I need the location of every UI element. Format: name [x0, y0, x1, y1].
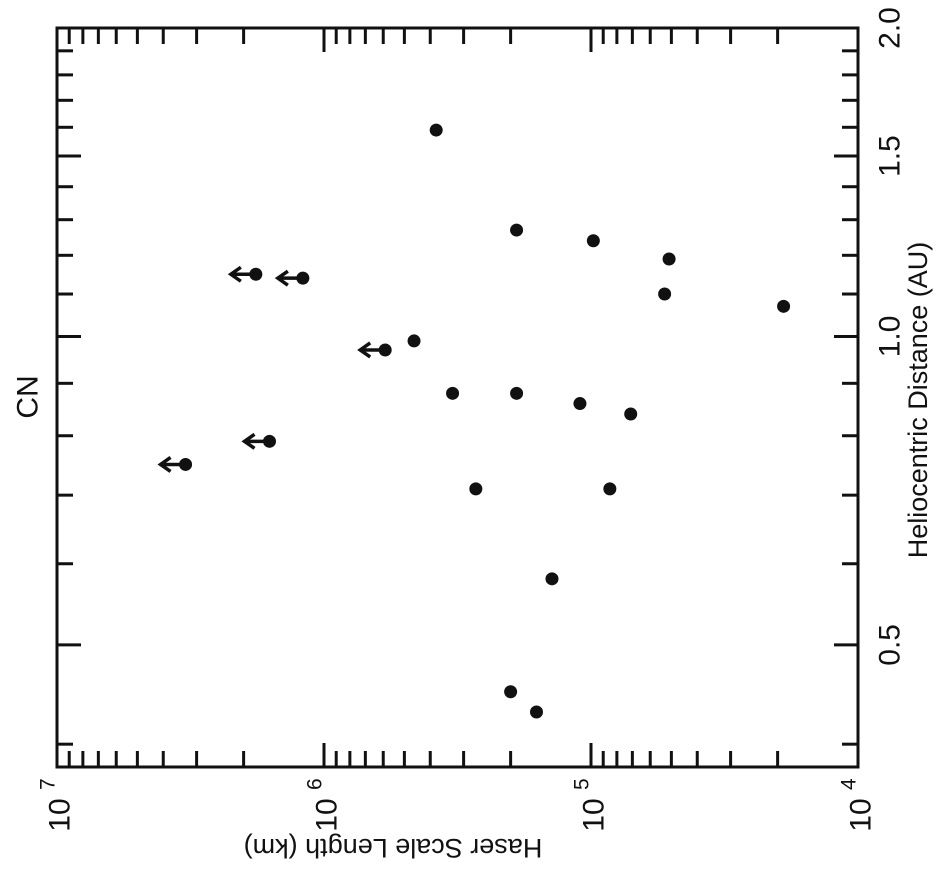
data-point	[429, 123, 443, 137]
data-point	[573, 397, 587, 411]
data-point	[529, 705, 543, 719]
y-tick-label-base: 10	[845, 798, 878, 831]
x-tick-label: 2.0	[874, 7, 907, 49]
data-point	[510, 223, 524, 237]
y-tick-label-base: 10	[578, 798, 611, 831]
data-point	[777, 299, 791, 313]
data-points-group	[407, 123, 791, 719]
upper-limit-point	[241, 432, 276, 450]
upper-limit-points-group	[157, 265, 392, 473]
tick-marks-group: 0.5 1.0 1.5 2.0 10 7 10 6 10 5 10 4	[37, 7, 907, 832]
data-point	[662, 252, 676, 266]
y-tick-label-exponent: 7	[37, 778, 60, 790]
upper-limit-point	[357, 341, 392, 359]
chart-title: CN	[12, 375, 45, 418]
upper-limit-arrowhead	[241, 432, 256, 450]
data-point	[504, 685, 518, 699]
data-point	[624, 407, 638, 421]
upper-limit-dot	[262, 434, 276, 448]
data-point	[407, 334, 421, 348]
upper-limit-dot	[179, 457, 193, 471]
plot-frame	[55, 26, 860, 769]
data-point	[469, 482, 483, 496]
y-tick-label: 10 6	[304, 778, 344, 831]
upper-limit-dot	[249, 267, 263, 281]
x-tick-label: 1.5	[874, 135, 907, 177]
upper-limit-arrowhead	[357, 341, 372, 359]
upper-limit-arrowhead	[157, 456, 172, 473]
y-tick-label-base: 10	[44, 798, 77, 831]
data-point	[545, 572, 559, 586]
y-tick-label: 10 5	[571, 778, 611, 831]
upper-limit-dot	[378, 343, 392, 357]
x-tick-label: 1.0	[874, 316, 907, 358]
y-tick-label-exponent: 4	[838, 778, 861, 790]
data-point	[603, 482, 617, 496]
upper-limit-point	[274, 269, 310, 287]
upper-limit-point	[157, 456, 193, 473]
x-axis-label: Heliocentric Distance (AU)	[903, 242, 933, 559]
y-tick-label-base: 10	[311, 798, 344, 831]
y-axis-label: Haser Scale Length (km)	[244, 833, 543, 863]
upper-limit-dot	[296, 271, 310, 285]
data-point	[586, 234, 600, 248]
upper-limit-arrowhead	[227, 265, 242, 283]
data-point	[658, 287, 672, 301]
y-tick-label: 10 4	[838, 778, 878, 832]
axis-labels-group: CN Heliocentric Distance (AU) Haser Scal…	[12, 242, 934, 863]
data-point	[446, 386, 460, 400]
plot-frame-group	[55, 26, 860, 769]
y-tick-label-exponent: 6	[304, 778, 327, 790]
y-tick-label: 10 7	[37, 778, 77, 831]
y-tick-label-exponent: 5	[571, 778, 594, 790]
upper-limit-point	[227, 265, 263, 283]
data-point	[510, 386, 524, 400]
upper-limit-arrowhead	[274, 269, 289, 287]
x-tick-label: 0.5	[874, 624, 907, 666]
